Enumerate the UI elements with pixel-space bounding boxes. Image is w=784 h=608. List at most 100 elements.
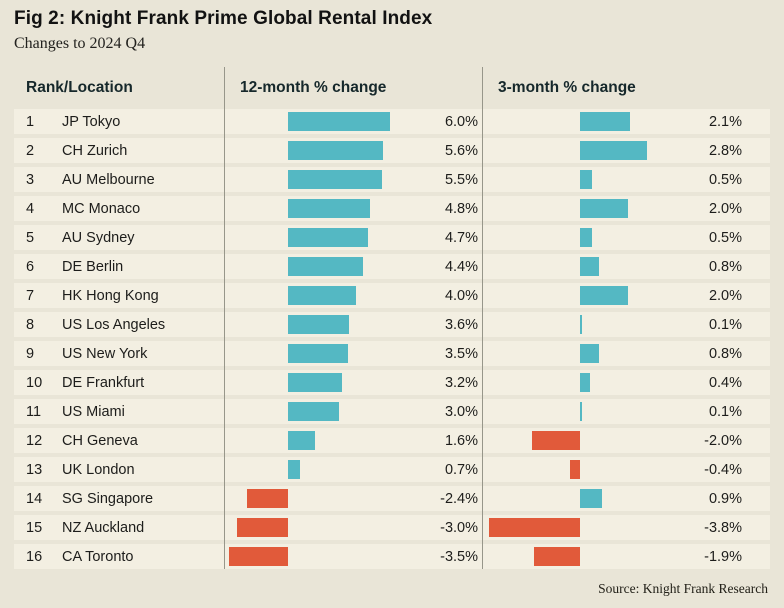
value-3m: 0.8% [708, 258, 742, 275]
rental-index-table: Rank/Location 12-month % change 3-month … [14, 67, 770, 569]
value-12m: 4.0% [444, 287, 478, 304]
value-3m: -1.9% [704, 548, 742, 565]
figure-title: Fig 2: Knight Frank Prime Global Rental … [14, 8, 433, 29]
bar-area-3m [482, 486, 678, 511]
bar-area-3m [482, 283, 678, 308]
bar-area-3m [482, 312, 678, 337]
bar-area-12m [224, 138, 420, 163]
location-cell: US Miami [62, 403, 125, 420]
bar-area-12m [224, 486, 420, 511]
rank-cell: 9 [26, 345, 35, 362]
value-12m: 4.7% [444, 229, 478, 246]
table-row: 3 AU Melbourne 5.5% 0.5% [14, 167, 770, 192]
table-row: 12 CH Geneva 1.6% -2.0% [14, 428, 770, 453]
table-body: 1 JP Tokyo 6.0% 2.1% 2 CH Zurich 5.6% 2.… [14, 109, 770, 569]
rank-cell: 7 [26, 287, 35, 304]
bar-12m [247, 489, 288, 508]
bar-12m [288, 141, 384, 160]
bar-3m [570, 460, 580, 479]
bar-3m [580, 286, 628, 305]
table-row: 5 AU Sydney 4.7% 0.5% [14, 225, 770, 250]
location-cell: NZ Auckland [62, 519, 145, 536]
rank-cell: 14 [26, 490, 43, 507]
location-cell: US New York [62, 345, 148, 362]
value-12m: -2.4% [440, 490, 478, 507]
bar-area-3m [482, 428, 678, 453]
value-3m: 0.9% [708, 490, 742, 507]
table-row: 14 SG Singapore -2.4% 0.9% [14, 486, 770, 511]
location-cell: DE Berlin [62, 258, 124, 275]
bar-area-3m [482, 341, 678, 366]
value-3m: 2.0% [708, 200, 742, 217]
rank-cell: 4 [26, 200, 35, 217]
source-note: Source: Knight Frank Research [598, 581, 768, 596]
location-cell: JP Tokyo [62, 113, 121, 130]
bar-area-3m [482, 138, 678, 163]
bar-area-12m [224, 457, 420, 482]
bar-area-12m [224, 544, 420, 569]
bar-3m [580, 402, 583, 421]
value-12m: 3.5% [444, 345, 478, 362]
bar-3m [534, 547, 580, 566]
bar-area-12m [224, 399, 420, 424]
location-cell: DE Frankfurt [62, 374, 145, 391]
location-cell: HK Hong Kong [62, 287, 159, 304]
value-12m: 3.0% [444, 403, 478, 420]
bar-3m [580, 344, 600, 363]
bar-12m [288, 373, 343, 392]
bar-area-3m [482, 544, 678, 569]
location-cell: UK London [62, 461, 135, 478]
table-row: 11 US Miami 3.0% 0.1% [14, 399, 770, 424]
value-3m: 2.8% [708, 142, 742, 159]
bar-12m [288, 315, 350, 334]
bar-12m [288, 228, 368, 247]
table-row: 6 DE Berlin 4.4% 0.8% [14, 254, 770, 279]
value-3m: 0.1% [708, 316, 742, 333]
rank-cell: 16 [26, 548, 43, 565]
bar-area-12m [224, 225, 420, 250]
bar-area-12m [224, 312, 420, 337]
bar-area-12m [224, 515, 420, 540]
rank-cell: 12 [26, 432, 43, 449]
table-row: 10 DE Frankfurt 3.2% 0.4% [14, 370, 770, 395]
bar-area-3m [482, 515, 678, 540]
bar-3m [580, 141, 648, 160]
table-row: 13 UK London 0.7% -0.4% [14, 457, 770, 482]
header-rank-location: Rank/Location [26, 79, 133, 96]
bar-3m [580, 228, 592, 247]
bar-area-12m [224, 283, 420, 308]
bar-area-12m [224, 370, 420, 395]
bar-12m [228, 547, 288, 566]
table-row: 16 CA Toronto -3.5% -1.9% [14, 544, 770, 569]
bar-area-12m [224, 341, 420, 366]
location-cell: US Los Angeles [62, 316, 166, 333]
bar-12m [288, 286, 356, 305]
rank-cell: 15 [26, 519, 43, 536]
table-row: 2 CH Zurich 5.6% 2.8% [14, 138, 770, 163]
table-row: 4 MC Monaco 4.8% 2.0% [14, 196, 770, 221]
bar-area-3m [482, 167, 678, 192]
rank-cell: 6 [26, 258, 35, 275]
rank-cell: 13 [26, 461, 43, 478]
bar-12m [288, 170, 382, 189]
bar-area-3m [482, 254, 678, 279]
bar-3m [580, 489, 602, 508]
location-cell: SG Singapore [62, 490, 154, 507]
bar-3m [580, 112, 631, 131]
value-12m: 4.4% [444, 258, 478, 275]
table-row: 8 US Los Angeles 3.6% 0.1% [14, 312, 770, 337]
location-cell: AU Melbourne [62, 171, 155, 188]
table-row: 9 US New York 3.5% 0.8% [14, 341, 770, 366]
value-3m: 0.1% [708, 403, 742, 420]
table-row: 15 NZ Auckland -3.0% -3.8% [14, 515, 770, 540]
value-12m: -3.5% [440, 548, 478, 565]
bar-area-3m [482, 225, 678, 250]
bar-area-12m [224, 167, 420, 192]
bar-area-12m [224, 254, 420, 279]
bar-area-3m [482, 457, 678, 482]
table-header: Rank/Location 12-month % change 3-month … [14, 67, 770, 109]
bar-12m [288, 344, 348, 363]
bar-area-12m [224, 196, 420, 221]
rank-cell: 1 [26, 113, 35, 130]
bar-3m [580, 257, 600, 276]
